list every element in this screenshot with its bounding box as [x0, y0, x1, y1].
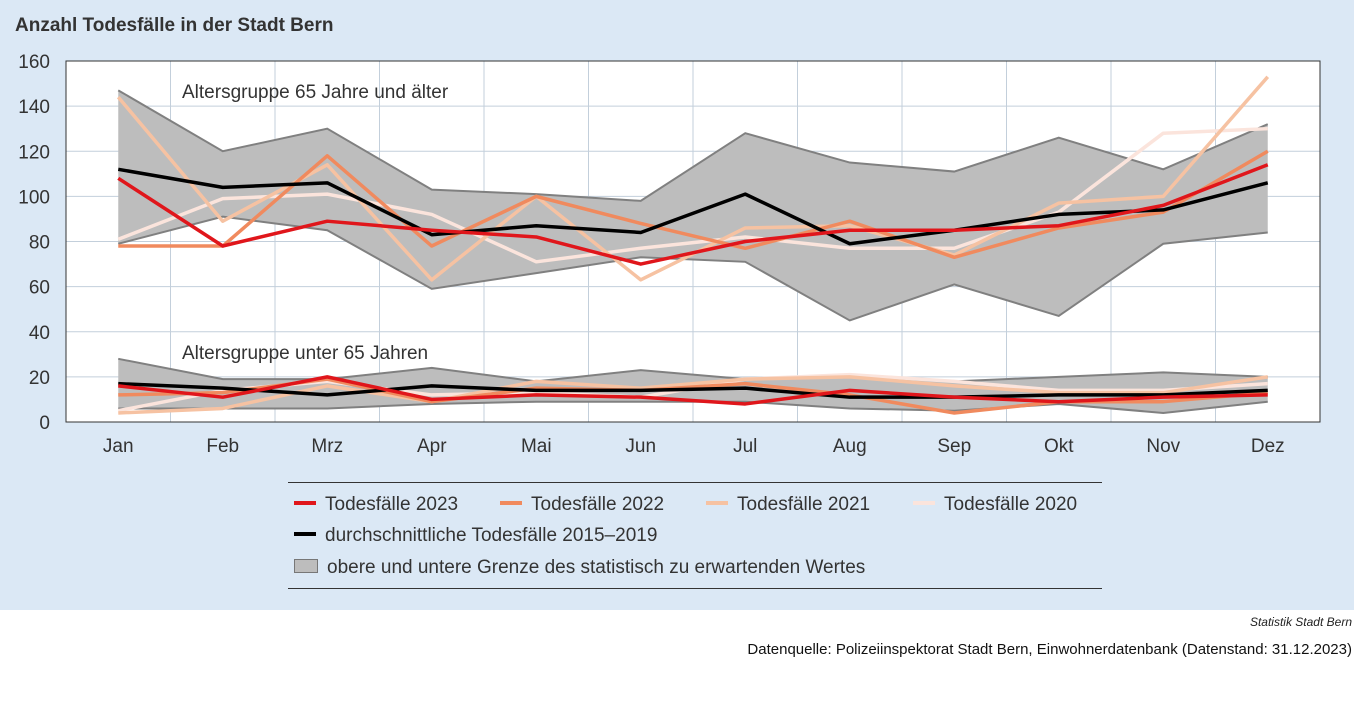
legend: Todesfälle 2023 Todesfälle 2022 Todesfäl…	[288, 482, 1102, 589]
x-tick-label: Nov	[1146, 436, 1180, 457]
series-line-avg-group-1	[118, 381, 1268, 399]
legend-swatch-band	[294, 558, 318, 573]
series-line-y2023-group-1	[118, 375, 1268, 406]
legend-label-2023: Todesfälle 2023	[325, 494, 459, 515]
x-tick-label: Jun	[625, 436, 656, 457]
x-tick-label: Okt	[1044, 436, 1074, 457]
legend-swatch-2023	[294, 500, 316, 505]
legend-item-2022: Todesfälle 2022	[500, 494, 664, 516]
y-tick-label: 60	[29, 278, 50, 299]
series-line-y2021-group-1	[118, 375, 1269, 415]
series-line-y2020-group-0	[117, 126, 1268, 264]
y-tick-label: 120	[18, 142, 50, 163]
legend-item-band: obere und untere Grenze des statistisch …	[294, 557, 865, 579]
group-label-under65: Altersgruppe unter 65 Jahren	[182, 343, 428, 364]
y-tick-label: 140	[18, 97, 50, 118]
y-tick-label: 80	[29, 233, 50, 254]
legend-label-average: durchschnittliche Todesfälle 2015–2019	[325, 525, 658, 546]
y-axis-ticks: 0 20 40 60 80 100 120 140 160	[18, 52, 50, 434]
x-tick-label: Dez	[1251, 436, 1285, 457]
chart-svg: 0 20 40 60 80 100 120 140 160 Jan Feb Mrz Apr Mai Jun…	[18, 52, 1321, 457]
y-tick-label: 0	[39, 413, 50, 434]
legend-swatch-2021	[706, 500, 728, 505]
band-upper-group-0	[117, 89, 1269, 202]
datasource-text: Datenquelle: Polizeiinspektorat Stadt Be…	[747, 641, 1352, 658]
x-tick-label: Apr	[417, 436, 447, 457]
series-line-avg-group-0	[117, 167, 1269, 246]
band-area-group-0	[118, 90, 1268, 321]
series-line-y2023-group-0	[117, 163, 1269, 266]
y-tick-label: 40	[29, 323, 50, 344]
legend-label-band: obere und untere Grenze des statistisch …	[327, 557, 866, 578]
legend-label-2020: Todesfälle 2020	[944, 494, 1078, 515]
x-tick-label: Mrz	[311, 436, 343, 457]
series-line-y2022-group-0	[118, 149, 1269, 260]
legend-item-2020: Todesfälle 2020	[913, 494, 1077, 516]
legend-swatch-2020	[913, 500, 935, 505]
band-lower-group-0	[117, 215, 1268, 322]
x-tick-label: Sep	[937, 436, 971, 457]
chart-title: Anzahl Todesfälle in der Stadt Bern	[15, 15, 334, 36]
legend-item-2023: Todesfälle 2023	[294, 494, 458, 516]
legend-label-2022: Todesfälle 2022	[531, 494, 665, 515]
legend-item-average: durchschnittliche Todesfälle 2015–2019	[294, 525, 657, 547]
y-tick-label: 160	[18, 52, 50, 73]
x-tick-label: Aug	[833, 436, 867, 457]
y-tick-label: 20	[29, 368, 50, 389]
x-tick-label: Feb	[206, 436, 239, 457]
x-tick-label: Mai	[521, 436, 552, 457]
series-lines	[116, 75, 1270, 415]
legend-swatch-average	[294, 531, 316, 536]
legend-label-2021: Todesfälle 2021	[737, 494, 871, 515]
credit-text: Statistik Stadt Bern	[1249, 615, 1352, 629]
x-axis-ticks: Jan Feb Mrz Apr Mai Jun Jul Aug Sep Okt Nov Dez	[103, 436, 1285, 457]
group-label-65plus: Altersgruppe 65 Jahre und älter	[182, 82, 449, 103]
x-tick-label: Jul	[733, 436, 757, 457]
plot-frame	[65, 60, 1321, 423]
legend-item-2021: Todesfälle 2021	[706, 494, 870, 516]
legend-swatch-2022	[500, 500, 522, 505]
y-tick-label: 100	[18, 187, 50, 208]
x-tick-label: Jan	[103, 436, 134, 457]
